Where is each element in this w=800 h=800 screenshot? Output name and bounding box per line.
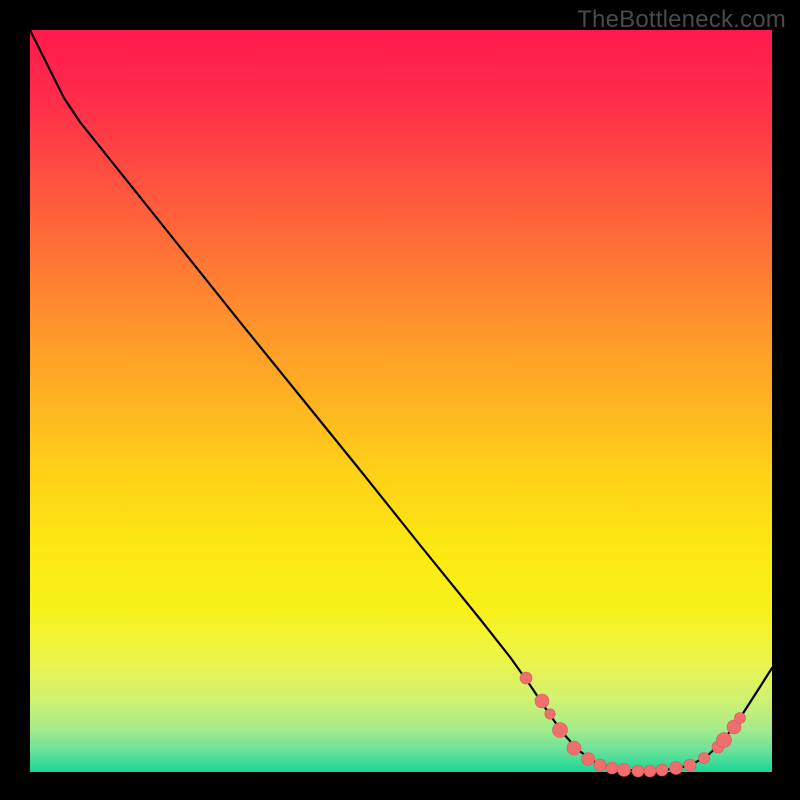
watermark-text: TheBottleneck.com — [577, 6, 786, 34]
curve-marker — [535, 694, 549, 708]
curve-marker — [594, 759, 606, 771]
curve-marker — [656, 764, 668, 776]
chart-container: TheBottleneck.com — [0, 0, 800, 800]
curve-marker — [684, 759, 696, 771]
curve-marker — [606, 762, 618, 774]
curve-marker — [553, 723, 568, 738]
curve-marker — [717, 733, 732, 748]
curve-marker — [545, 709, 555, 719]
curve-marker — [520, 672, 532, 684]
curve-marker — [644, 765, 656, 777]
curve-marker — [632, 765, 644, 777]
curve-marker — [670, 762, 683, 775]
plot-background — [30, 30, 772, 772]
curve-marker — [618, 764, 631, 777]
curve-marker — [582, 753, 595, 766]
chart-svg — [0, 0, 800, 800]
curve-marker — [699, 753, 710, 764]
curve-marker — [735, 713, 746, 724]
curve-marker — [567, 741, 581, 755]
